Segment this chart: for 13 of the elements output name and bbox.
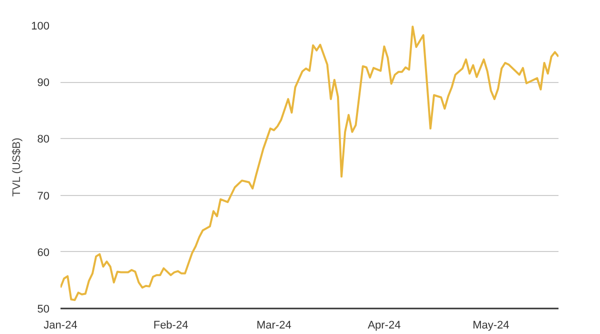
x-tick-label: Jan-24 [44,320,78,332]
y-tick-label: 70 [37,190,50,202]
y-axis-title: TVL (US$B) [11,138,24,197]
y-tick-label: 50 [37,304,50,316]
y-tick-label: 90 [37,77,50,90]
x-tick-label: Mar-24 [256,320,292,332]
y-tick-label: 60 [37,246,50,259]
x-tick-label: Feb-24 [153,320,188,332]
y-tick-label: 100 [31,20,50,32]
y-tick-label: 80 [37,134,50,146]
x-tick-label: Apr-24 [368,320,401,332]
x-tick-label: May-24 [472,320,510,332]
line-series [60,26,558,302]
